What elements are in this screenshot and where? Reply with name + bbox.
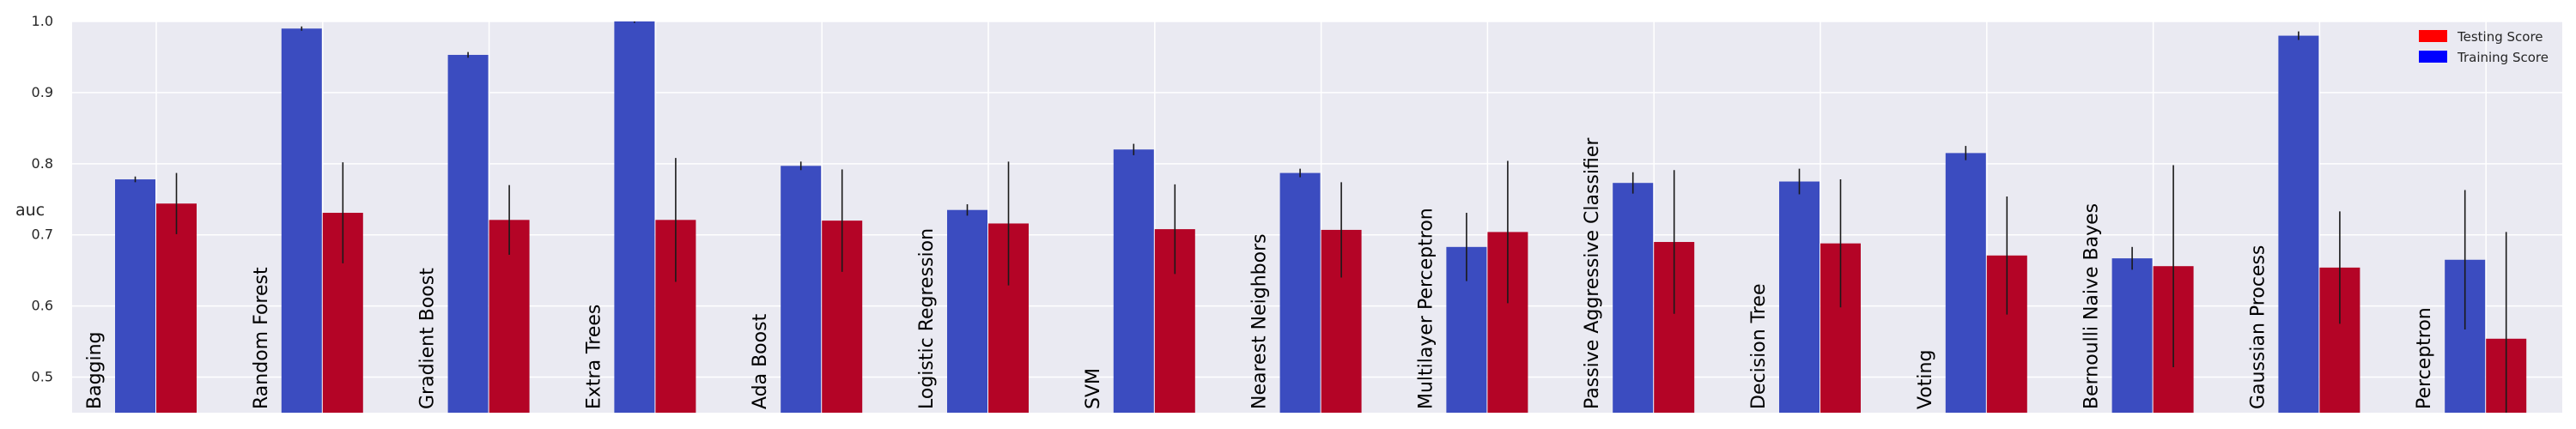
category-label: Multilayer Perceptron (1415, 208, 1437, 409)
category-label: SVM (1083, 368, 1104, 409)
training-bar (614, 21, 655, 413)
training-bar (781, 166, 822, 413)
category-label: Gaussian Process (2247, 245, 2269, 409)
category-label: Bernoulli Naive Bayes (2081, 203, 2103, 409)
category-label: Bagging (84, 331, 106, 409)
category-label: Logistic Regression (916, 228, 938, 409)
bars (115, 21, 2527, 414)
y-tick-label: 0.9 (32, 84, 53, 100)
y-tick-label: 0.8 (32, 155, 53, 172)
legend-swatch-training (2419, 51, 2447, 63)
category-label: Nearest Neighbors (1249, 233, 1271, 409)
training-bar (1279, 172, 1321, 413)
y-tick-label: 0.5 (32, 369, 53, 385)
training-bar (2278, 35, 2319, 413)
category-label: Gradient Boost (417, 268, 439, 409)
training-bar (2111, 258, 2153, 413)
y-axis-label: auc (15, 201, 45, 220)
training-bar (1113, 149, 1154, 413)
category-label: Perceptron (2414, 307, 2435, 409)
y-tick-label: 1.0 (32, 13, 53, 29)
training-bar (1779, 181, 1820, 413)
legend: Testing Score Training Score (2419, 29, 2549, 65)
training-bar (281, 28, 322, 414)
training-bar (947, 209, 987, 413)
category-label: Decision Tree (1748, 284, 1770, 410)
legend-label-training: Training Score (2457, 50, 2549, 65)
training-bar (115, 179, 155, 414)
y-tick-label: 0.7 (32, 227, 53, 243)
category-label: Extra Trees (583, 305, 605, 409)
y-tick-label: 0.6 (32, 298, 53, 314)
legend-label-testing: Testing Score (2457, 29, 2543, 45)
training-bar (1945, 153, 1986, 413)
training-bar (447, 54, 489, 413)
category-label: Random Forest (251, 267, 272, 409)
category-label: Voting (1915, 350, 1936, 409)
error-bars (134, 21, 2507, 413)
category-label: Passive Aggressive Classifier (1582, 137, 1603, 409)
y-tick-labels: 0.5 0.6 0.7 0.8 0.9 1.0 (32, 13, 53, 385)
training-bar (1613, 183, 1654, 413)
legend-swatch-testing (2419, 30, 2447, 42)
category-labels: Bagging Random Forest Gradient Boost Extra … (84, 137, 2435, 409)
testing-bar (156, 203, 197, 413)
category-label: Ada Boost (750, 313, 771, 409)
